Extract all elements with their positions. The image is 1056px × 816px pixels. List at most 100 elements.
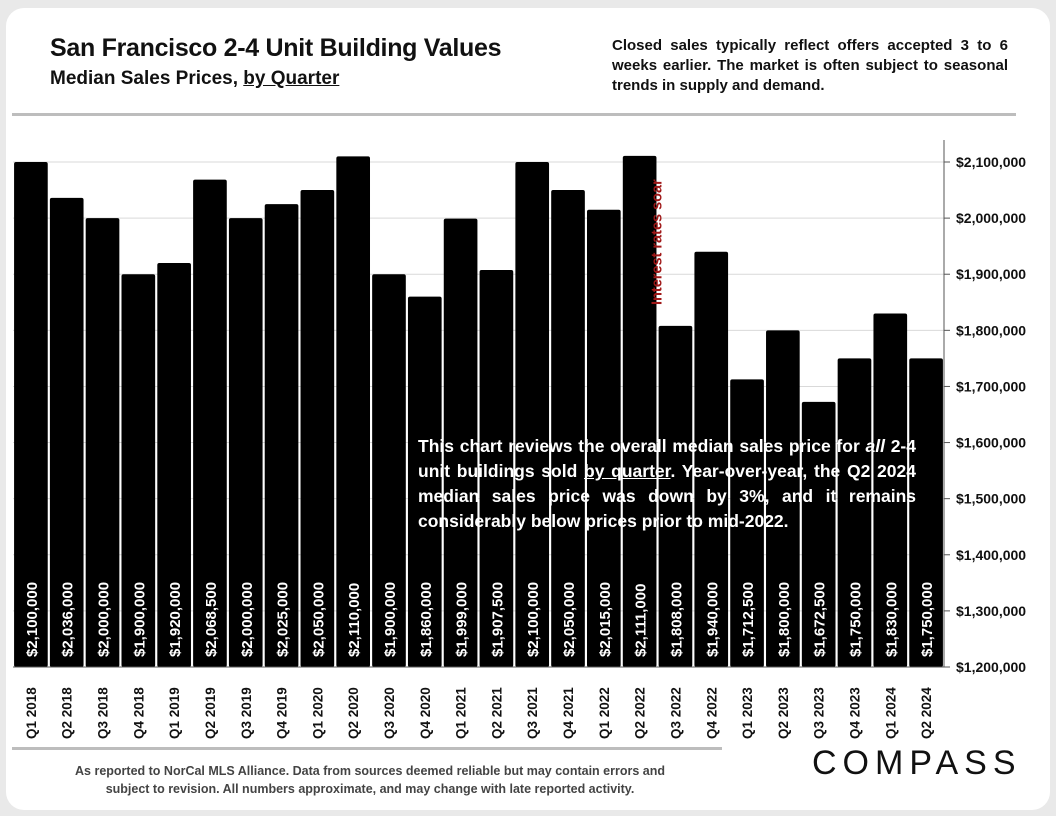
bar-data-label: $2,100,000 [24, 582, 41, 657]
top-divider [12, 113, 1016, 116]
bar [658, 325, 693, 667]
y-tick-label: $1,900,000 [956, 266, 1026, 282]
x-category-label: Q1 2021 [454, 687, 469, 739]
bar-data-label: $1,999,000 [454, 582, 471, 657]
bar [407, 296, 442, 667]
compass-logo: COMPASS [812, 744, 1022, 782]
bar [873, 313, 908, 667]
callout-part1: This chart reviews the overall median sa… [418, 436, 866, 456]
bar-data-label: $2,025,000 [275, 582, 292, 657]
y-tick-label: $2,000,000 [956, 210, 1026, 226]
x-category-label: Q4 2020 [418, 687, 433, 739]
chart-callout: This chart reviews the overall median sa… [418, 434, 916, 534]
y-tick-label: $1,400,000 [956, 547, 1026, 563]
x-category-label: Q3 2018 [96, 687, 111, 739]
y-tick-label: $2,100,000 [956, 154, 1026, 170]
bar [85, 218, 120, 667]
bar [766, 330, 800, 667]
chart-title: San Francisco 2-4 Unit Building Values [50, 34, 502, 62]
bar [336, 156, 371, 667]
x-category-label: Q3 2019 [239, 687, 254, 739]
x-category-label: Q1 2018 [24, 687, 39, 739]
y-tick-label: $1,800,000 [956, 322, 1026, 338]
x-category-label: Q1 2022 [597, 687, 612, 739]
bar-data-label: $1,672,500 [812, 582, 829, 657]
bar [586, 209, 621, 667]
bar [300, 190, 335, 668]
x-category-label: Q1 2019 [167, 687, 182, 739]
bar [479, 270, 514, 667]
y-tick-label: $1,200,000 [956, 659, 1026, 675]
bar-data-label: $1,907,500 [489, 582, 506, 657]
x-category-label: Q4 2018 [131, 687, 146, 739]
bar [121, 274, 156, 667]
callout-part3: . Year-over-year, the Q2 2024 median sal… [418, 461, 916, 531]
bar [730, 379, 764, 667]
x-category-label: Q2 2021 [489, 687, 504, 739]
x-category-label: Q1 2023 [740, 687, 755, 739]
subtitle-underlined: by Quarter [243, 68, 340, 89]
bar [49, 197, 84, 667]
bar [14, 162, 48, 667]
bar [694, 251, 729, 667]
callout-underlined: by quarter [584, 461, 671, 481]
x-category-label: Q1 2020 [310, 687, 325, 739]
x-category-label: Q2 2023 [776, 687, 791, 739]
bar [443, 218, 478, 667]
footer-line-1: As reported to NorCal MLS Alliance. Data… [75, 764, 665, 778]
x-category-label: Q3 2021 [525, 687, 540, 739]
bar-data-label: $1,750,000 [847, 582, 864, 657]
bar-data-label: $1,800,000 [776, 582, 793, 657]
y-tick-label: $1,500,000 [956, 491, 1026, 507]
x-category-label: Q4 2021 [561, 687, 576, 739]
bottom-divider [12, 747, 722, 750]
y-tick-label: $1,300,000 [956, 603, 1026, 619]
callout-italic: all [865, 436, 885, 456]
bar [622, 155, 657, 668]
x-category-label: Q2 2024 [919, 687, 934, 739]
subtitle-prefix: Median Sales Prices, [50, 68, 244, 89]
x-category-label: Q2 2022 [633, 687, 648, 739]
bar [157, 263, 191, 667]
bar-data-label: $1,920,000 [167, 582, 184, 657]
bar-data-label: $1,860,000 [418, 582, 435, 657]
y-tick-label: $1,600,000 [956, 435, 1026, 451]
source-footer: As reported to NorCal MLS Alliance. Data… [30, 762, 710, 798]
x-category-label: Q1 2024 [883, 687, 898, 739]
bar [228, 218, 263, 667]
bar-data-label: $2,111,000 [633, 584, 650, 657]
x-category-label: Q4 2022 [704, 687, 719, 739]
x-category-label: Q2 2018 [60, 687, 75, 739]
bar-data-label: $2,068,500 [203, 582, 220, 657]
bar-data-label: $2,000,000 [239, 582, 256, 657]
bar-data-label: $2,100,000 [525, 582, 542, 657]
bar-data-label: $2,110,000 [346, 583, 363, 657]
bar-data-label: $2,015,000 [597, 582, 614, 657]
footer-line-2: subject to revision. All numbers approxi… [105, 782, 635, 796]
chart-subtitle: Median Sales Prices, by Quarter [50, 68, 339, 90]
bar [515, 162, 550, 667]
callout-part2: 2-4 unit buildings sold [418, 436, 916, 481]
bar [801, 401, 836, 667]
x-category-label: Q2 2019 [203, 687, 218, 739]
bar-data-label: $1,900,000 [131, 582, 148, 657]
bar-data-label: $2,050,000 [310, 582, 327, 657]
bar-data-label: $2,000,000 [96, 582, 113, 657]
bar-data-label: $2,050,000 [561, 582, 578, 657]
x-category-label: Q4 2019 [275, 687, 290, 739]
x-category-label: Q3 2022 [668, 687, 683, 739]
y-tick-label: $1,700,000 [956, 378, 1026, 394]
bar [551, 190, 585, 668]
interest-rates-annotation: Interest rates soar [650, 179, 666, 305]
x-category-label: Q2 2020 [346, 687, 361, 739]
bar-data-label: $1,940,000 [704, 582, 721, 657]
bar-data-label: $2,036,000 [60, 582, 77, 657]
bar-data-label: $1,900,000 [382, 582, 399, 657]
bar-data-label: $1,750,000 [919, 582, 936, 657]
bar-data-label: $1,712,500 [740, 582, 757, 657]
bar [193, 179, 227, 668]
bar-data-label: $1,808,000 [668, 582, 685, 657]
bar-data-label: $1,830,000 [883, 582, 900, 657]
bar [264, 204, 299, 668]
